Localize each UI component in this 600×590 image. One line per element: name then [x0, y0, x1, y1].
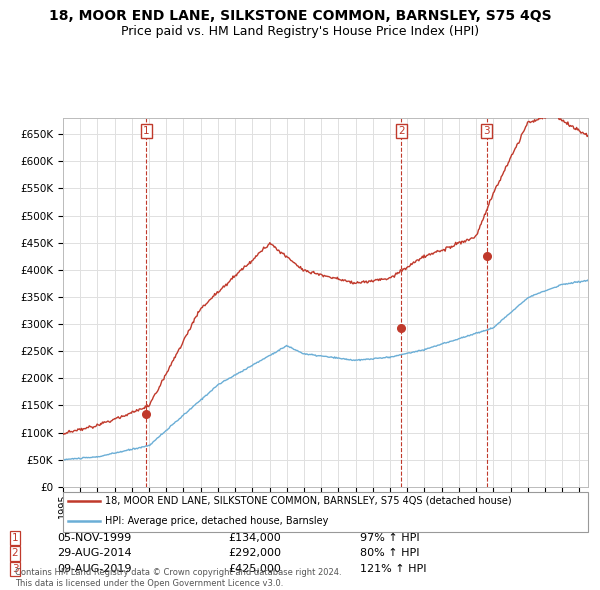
Text: £292,000: £292,000	[228, 549, 281, 558]
Text: 97% ↑ HPI: 97% ↑ HPI	[360, 533, 419, 543]
Text: 18, MOOR END LANE, SILKSTONE COMMON, BARNSLEY, S75 4QS: 18, MOOR END LANE, SILKSTONE COMMON, BAR…	[49, 9, 551, 23]
Text: HPI: Average price, detached house, Barnsley: HPI: Average price, detached house, Barn…	[105, 516, 328, 526]
Text: £425,000: £425,000	[228, 564, 281, 573]
Text: 3: 3	[11, 564, 19, 573]
Text: Contains HM Land Registry data © Crown copyright and database right 2024.
This d: Contains HM Land Registry data © Crown c…	[15, 568, 341, 588]
Text: Price paid vs. HM Land Registry's House Price Index (HPI): Price paid vs. HM Land Registry's House …	[121, 25, 479, 38]
Text: 121% ↑ HPI: 121% ↑ HPI	[360, 564, 427, 573]
Text: 3: 3	[483, 126, 490, 136]
Text: 09-AUG-2019: 09-AUG-2019	[57, 564, 131, 573]
Text: 18, MOOR END LANE, SILKSTONE COMMON, BARNSLEY, S75 4QS (detached house): 18, MOOR END LANE, SILKSTONE COMMON, BAR…	[105, 496, 512, 506]
FancyBboxPatch shape	[63, 492, 588, 532]
Text: 29-AUG-2014: 29-AUG-2014	[57, 549, 131, 558]
Text: 2: 2	[11, 549, 19, 558]
Text: 05-NOV-1999: 05-NOV-1999	[57, 533, 131, 543]
Text: 80% ↑ HPI: 80% ↑ HPI	[360, 549, 419, 558]
Text: 1: 1	[143, 126, 150, 136]
Text: 1: 1	[11, 533, 19, 543]
Text: 2: 2	[398, 126, 405, 136]
Text: £134,000: £134,000	[228, 533, 281, 543]
